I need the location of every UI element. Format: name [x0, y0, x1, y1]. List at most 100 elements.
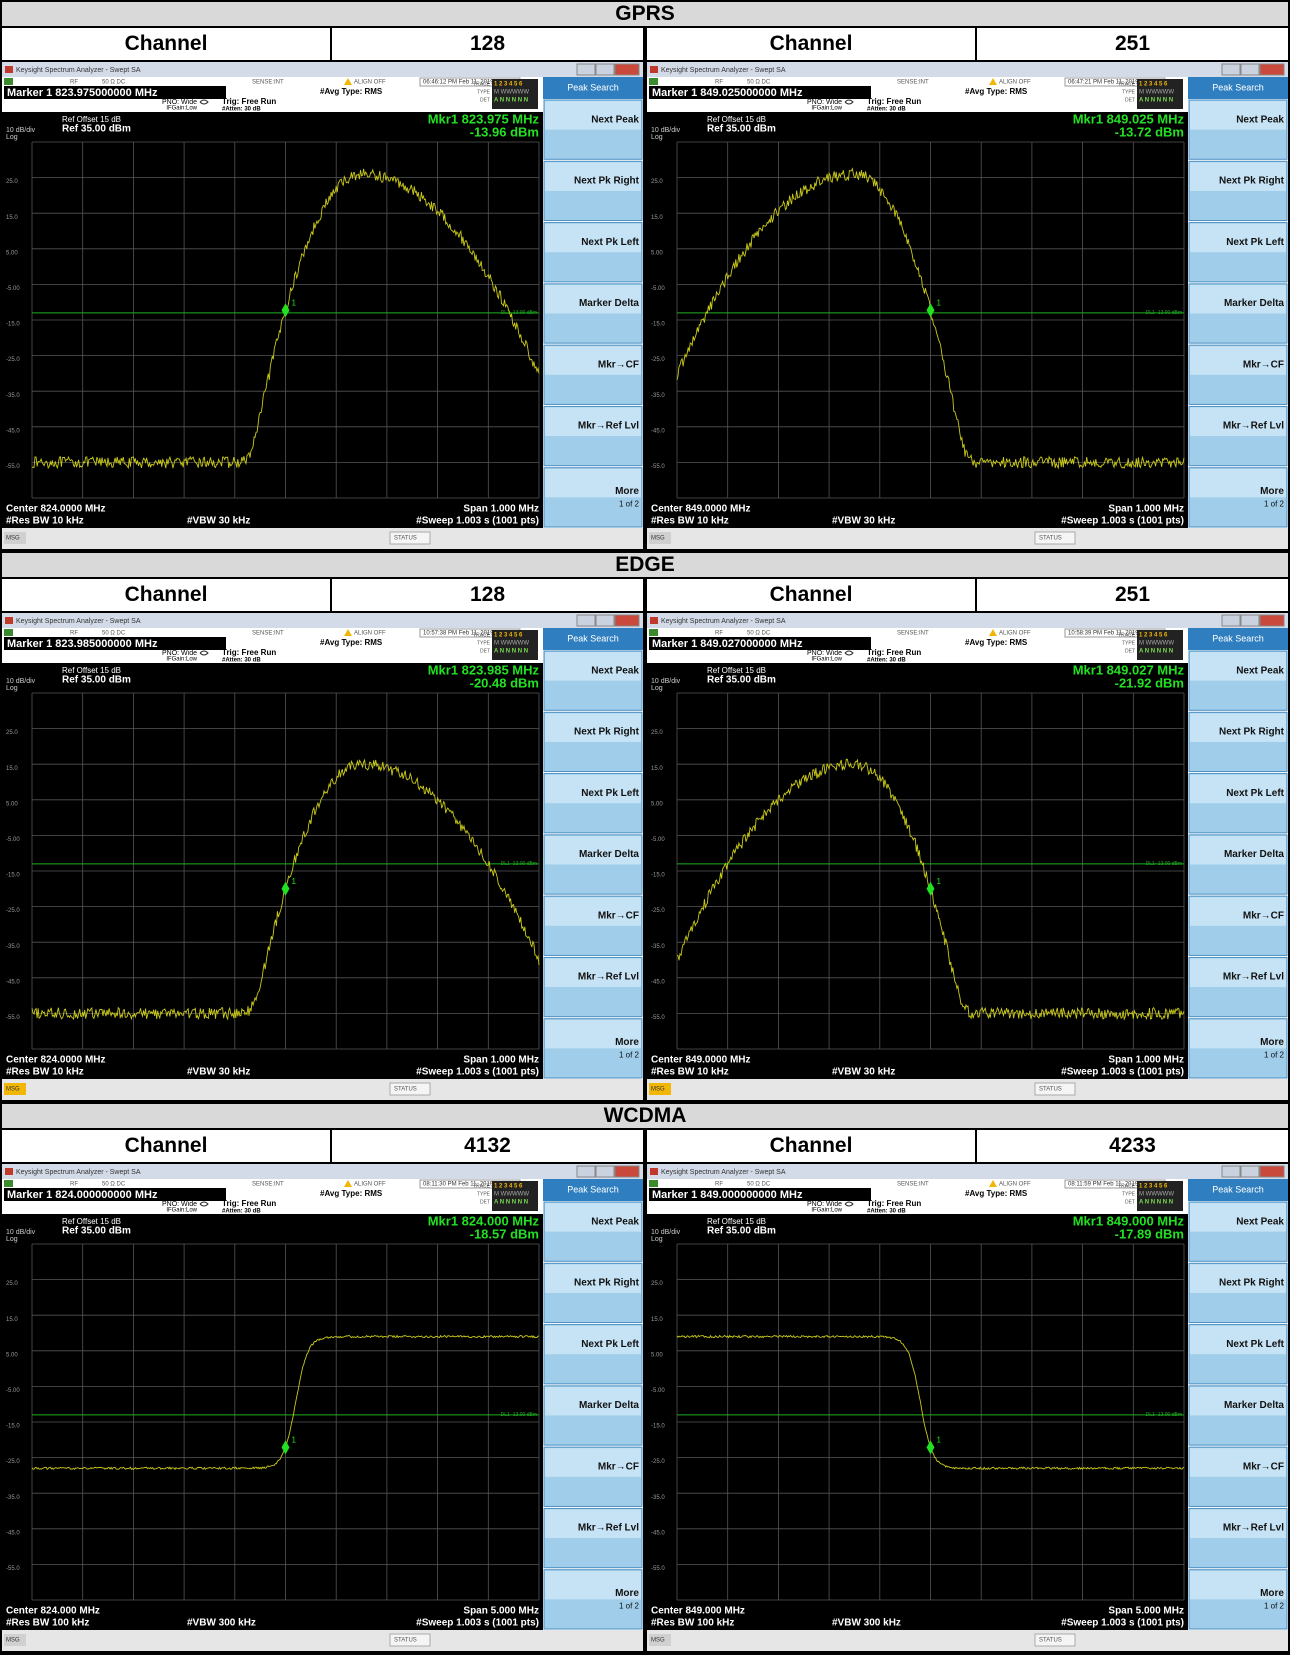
sweep: #Sweep 1.003 s (1001 pts) — [1061, 516, 1184, 527]
det-label: DET — [1125, 648, 1135, 654]
channel-label: Channel — [647, 1130, 975, 1162]
y-tick-label: -45.0 — [651, 1530, 665, 1536]
trace-label: TRACE — [473, 1183, 491, 1189]
msg: MSG — [651, 536, 665, 542]
marker-readout-level: -21.92 dBm — [1115, 675, 1184, 690]
app-title: Keysight Spectrum Analyzer - Swept SA — [16, 67, 141, 74]
marker-freq: Marker 1 849.025000000 MHz — [652, 87, 803, 99]
trace-nums: 1 2 3 4 5 6 — [494, 1184, 523, 1190]
impedance: 50 Ω DC — [102, 631, 126, 637]
trig: Trig: Free Run — [867, 648, 921, 657]
type-val: M WWWWW — [494, 1192, 529, 1198]
display-line-label: DL1 -13.00 dBm — [1146, 861, 1182, 867]
atten: #Atten: 30 dB — [222, 1209, 261, 1215]
app-title: Keysight Spectrum Analyzer - Swept SA — [16, 618, 141, 625]
res-bw: #Res BW 10 kHz — [6, 516, 84, 527]
span: Span 1.000 MHz — [463, 504, 539, 515]
softkey-label: Marker Delta — [1224, 298, 1284, 309]
softkey-title: Peak Search — [567, 1184, 619, 1194]
softkey-label: Mkr→CF — [1243, 1461, 1284, 1472]
trace-label: TRACE — [1118, 81, 1136, 87]
y-tick-label: 25.0 — [6, 730, 18, 736]
y-tick-label: 15.0 — [651, 766, 663, 772]
softkey-label: More — [615, 486, 639, 497]
atten: #Atten: 30 dB — [867, 107, 906, 113]
ref-level: Ref 35.00 dBm — [62, 1226, 131, 1237]
msg: MSG — [651, 1087, 665, 1093]
softkey-label: More — [615, 1588, 639, 1599]
sense: SENSE:INT — [252, 80, 284, 86]
type-val: M WWWWW — [494, 641, 529, 647]
status: STATUS — [1039, 1087, 1062, 1093]
type-label: TYPE — [477, 640, 491, 646]
align: ALIGN OFF — [999, 1182, 1031, 1188]
impedance: 50 Ω DC — [102, 1182, 126, 1188]
marker-number: 1 — [292, 877, 297, 886]
y-tick-label: 25.0 — [651, 730, 663, 736]
det-label: DET — [1125, 1199, 1135, 1205]
y-tick-label: -5.00 — [651, 286, 665, 292]
msg: MSG — [651, 1638, 665, 1644]
channel-value: 4132 — [332, 1130, 643, 1162]
window-button — [596, 1166, 614, 1177]
softkey-label: Next Pk Right — [574, 176, 640, 187]
y-tick-label: -15.0 — [6, 873, 20, 879]
sweep: #Sweep 1.003 s (1001 pts) — [416, 1618, 539, 1629]
softkey-label: Next Pk Right — [1219, 176, 1285, 187]
softkey-label: Mkr→CF — [598, 910, 639, 921]
y-tick-label: -35.0 — [6, 944, 20, 950]
rf-label: RF — [70, 1182, 78, 1188]
vbw: #VBW 30 kHz — [187, 1067, 250, 1078]
y-tick-label: 15.0 — [651, 1317, 663, 1323]
softkey-label: Next Pk Right — [574, 727, 640, 738]
align: ALIGN OFF — [354, 631, 386, 637]
display-line-label: DL1 -13.00 dBm — [1146, 1412, 1182, 1418]
y-tick-label: -55.0 — [651, 1566, 665, 1572]
y-tick-label: -55.0 — [6, 1566, 20, 1572]
status-bar — [647, 528, 1288, 549]
avg-type: #Avg Type: RMS — [965, 638, 1028, 647]
scale: 10 dB/div — [651, 678, 681, 685]
y-tick-label: -15.0 — [651, 1424, 665, 1430]
softkey-page: 1 of 2 — [619, 1601, 640, 1610]
y-tick-label: -5.00 — [6, 837, 20, 843]
marker-readout-level: -20.48 dBm — [470, 675, 539, 690]
window-button — [1222, 1166, 1240, 1177]
app-icon — [650, 617, 658, 624]
avg-type: #Avg Type: RMS — [965, 87, 1028, 96]
analyzer-screen: Keysight Spectrum Analyzer - Swept SARF5… — [2, 1164, 643, 1651]
type-label: TYPE — [477, 1191, 491, 1197]
center-freq: Center 824.0000 MHz — [6, 504, 106, 515]
window-button — [1241, 615, 1259, 626]
y-tick-label: 15.0 — [6, 215, 18, 221]
channel-label: Channel — [2, 1130, 330, 1162]
y-tick-label: -45.0 — [651, 428, 665, 434]
res-bw: #Res BW 10 kHz — [651, 516, 729, 527]
msg: MSG — [6, 1638, 20, 1644]
trace-nums: 1 2 3 4 5 6 — [1139, 82, 1168, 88]
marker-readout-level: -13.72 dBm — [1115, 124, 1184, 139]
rf-label: RF — [70, 631, 78, 637]
marker-freq: Marker 1 823.975000000 MHz — [7, 87, 158, 99]
trig: Trig: Free Run — [222, 648, 276, 657]
lxi-badge — [4, 1180, 13, 1187]
channel-label: Channel — [647, 28, 975, 60]
avg-type: #Avg Type: RMS — [320, 638, 383, 647]
log-label: Log — [651, 1236, 663, 1243]
y-tick-label: -55.0 — [651, 464, 665, 470]
type-val: M WWWWW — [1139, 1192, 1174, 1198]
window-close — [615, 64, 639, 75]
align: ALIGN OFF — [999, 631, 1031, 637]
analyzer-screen: Keysight Spectrum Analyzer - Swept SARF5… — [647, 1164, 1288, 1651]
y-tick-label: -25.0 — [651, 908, 665, 914]
trace-label: TRACE — [1118, 632, 1136, 638]
y-tick-label: 25.0 — [651, 1281, 663, 1287]
window-button — [596, 615, 614, 626]
atten: #Atten: 30 dB — [867, 658, 906, 664]
rf-label: RF — [70, 80, 78, 86]
impedance: 50 Ω DC — [747, 80, 771, 86]
impedance: 50 Ω DC — [747, 1182, 771, 1188]
app-title: Keysight Spectrum Analyzer - Swept SA — [661, 67, 786, 74]
y-tick-label: -55.0 — [651, 1015, 665, 1021]
softkey-label: Next Peak — [1236, 1216, 1284, 1227]
